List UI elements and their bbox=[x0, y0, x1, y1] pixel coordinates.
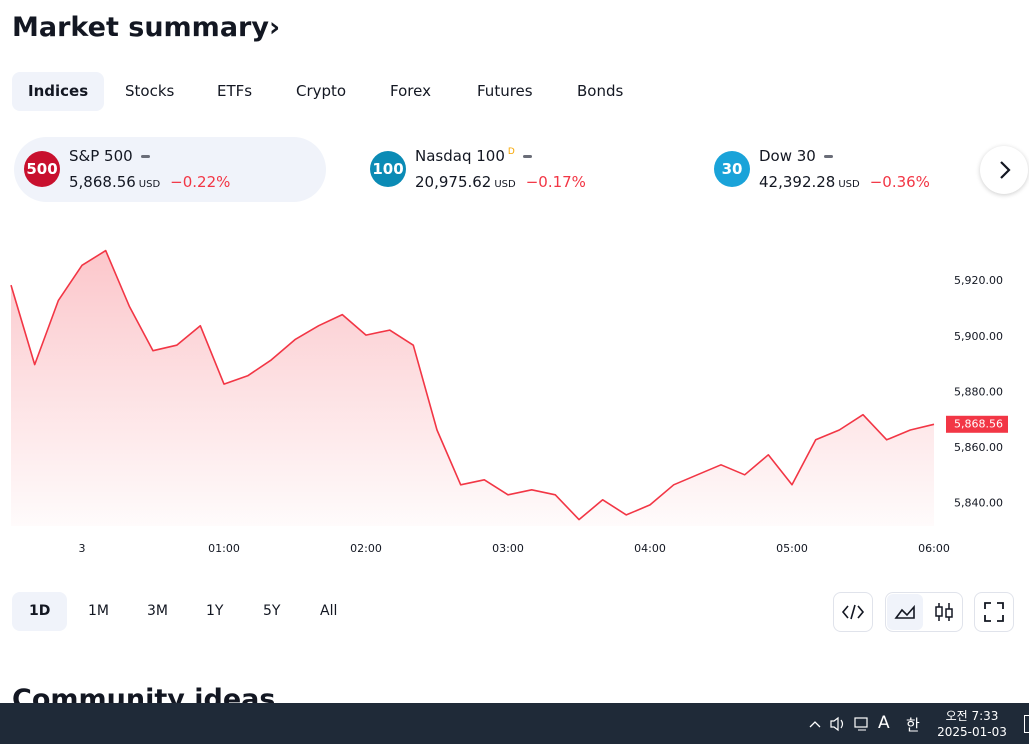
ticker-badge: 500 bbox=[24, 151, 60, 187]
ticker-name: S&P 500 bbox=[69, 147, 133, 165]
status-dash bbox=[823, 155, 833, 158]
chart-style-group bbox=[885, 592, 963, 632]
ticker-name-row: Nasdaq 100 D bbox=[415, 147, 532, 165]
x-tick-label: 04:00 bbox=[634, 542, 666, 555]
ticker-currency: USD bbox=[138, 179, 161, 190]
x-tick-label: 01:00 bbox=[208, 542, 240, 555]
ticker-change: −0.36% bbox=[869, 173, 930, 191]
tab[interactable]: Futures bbox=[477, 82, 533, 100]
chart: 5,840.00 5,860.00 5,880.00 5,900.00 5,920.00… bbox=[10, 249, 1008, 555]
embed-button[interactable] bbox=[833, 592, 873, 632]
fullscreen-icon bbox=[984, 602, 1004, 622]
title-arrow[interactable]: › bbox=[268, 12, 281, 43]
range-button[interactable]: 3M bbox=[147, 603, 168, 619]
ticker-currency: USD bbox=[838, 179, 860, 190]
ticker-price: 42,392.28 bbox=[759, 173, 836, 191]
x-tick-label: 05:00 bbox=[776, 542, 808, 555]
tray-icons bbox=[809, 716, 868, 732]
ticker-badge: 30 bbox=[714, 151, 750, 187]
status-dash bbox=[140, 155, 150, 158]
ticker-price-row: 20,975.62 USD −0.17% bbox=[415, 173, 586, 191]
price-tag-label: 5,868.56 bbox=[954, 417, 1003, 430]
title[interactable]: Market summary bbox=[12, 12, 269, 43]
taskbar: A 한 오전 7:33 2025-01-03 bbox=[0, 703, 1029, 744]
tab[interactable]: Bonds bbox=[577, 82, 624, 100]
clock-date[interactable]: 2025-01-03 bbox=[937, 725, 1007, 739]
y-tick-label: 5,880.00 bbox=[954, 385, 1003, 398]
range-button[interactable]: All bbox=[320, 603, 338, 619]
ticker-card[interactable]: 30 Dow 30 42,392.28 USD −0.36% bbox=[704, 137, 1016, 202]
ticker-card[interactable]: 100 Nasdaq 100 D 20,975.62 USD −0.17% bbox=[360, 137, 672, 202]
show-desktop[interactable] bbox=[1024, 715, 1029, 733]
ticker-name-row: S&P 500 bbox=[69, 147, 150, 165]
area-button[interactable] bbox=[887, 594, 923, 630]
range-button[interactable]: 1D bbox=[12, 592, 68, 631]
tab[interactable]: Indices bbox=[12, 72, 105, 111]
next-icon bbox=[1000, 161, 1011, 179]
x-tick-label: 06:00 bbox=[918, 542, 950, 555]
ticker-card[interactable]: 500 S&P 500 5,868.56 USD −0.22% bbox=[14, 137, 326, 202]
ticker-price-row: 42,392.28 USD −0.36% bbox=[759, 173, 930, 191]
price-tag bbox=[946, 415, 1008, 433]
ticker-name: Dow 30 bbox=[759, 147, 816, 165]
y-tick-label: 5,840.00 bbox=[954, 497, 1003, 510]
fullscreen-button[interactable] bbox=[974, 592, 1014, 632]
x-tick-label: 02:00 bbox=[350, 542, 382, 555]
ticker-change: −0.17% bbox=[525, 173, 586, 191]
y-tick-label: 5,900.00 bbox=[954, 330, 1003, 343]
ime-indicator[interactable]: 한 bbox=[906, 716, 920, 734]
tab[interactable]: Stocks bbox=[125, 82, 175, 100]
area-icon bbox=[894, 604, 915, 619]
status-dash bbox=[522, 155, 532, 158]
ticker-change: −0.22% bbox=[170, 173, 231, 191]
candle-button[interactable] bbox=[926, 594, 962, 630]
embed-icon bbox=[841, 604, 865, 620]
x-tick-label: 03:00 bbox=[492, 542, 524, 555]
ticker-price: 20,975.62 bbox=[415, 173, 492, 191]
candle-icon bbox=[935, 603, 953, 621]
ticker-badge: 100 bbox=[370, 151, 406, 187]
ticker-name-row: Dow 30 bbox=[759, 147, 833, 165]
y-tick-label: 5,860.00 bbox=[954, 441, 1003, 454]
ticker-flag: D bbox=[507, 147, 515, 157]
header[interactable]: Market summary› bbox=[12, 12, 280, 43]
x-tick-label: 3 bbox=[79, 542, 86, 555]
ticker-name: Nasdaq 100 bbox=[415, 147, 505, 165]
ticker-price-row: 5,868.56 USD −0.22% bbox=[69, 173, 230, 191]
tab[interactable]: Forex bbox=[390, 82, 431, 100]
next-button[interactable] bbox=[980, 146, 1028, 194]
range-button[interactable]: 1Y bbox=[206, 603, 224, 619]
ticker-currency: USD bbox=[494, 179, 516, 190]
range-button[interactable]: 5Y bbox=[263, 603, 281, 619]
price-line bbox=[10, 249, 935, 521]
clock-time[interactable]: 오전 7:33 bbox=[945, 709, 999, 723]
y-tick-label: 5,920.00 bbox=[954, 274, 1003, 287]
range-button[interactable]: 1M bbox=[88, 603, 109, 619]
area-fill bbox=[11, 250, 934, 526]
keyboard-indicator[interactable]: A bbox=[878, 713, 890, 733]
tab[interactable]: Crypto bbox=[296, 82, 347, 100]
ticker-price: 5,868.56 bbox=[69, 173, 136, 191]
tab[interactable]: ETFs bbox=[217, 82, 253, 100]
